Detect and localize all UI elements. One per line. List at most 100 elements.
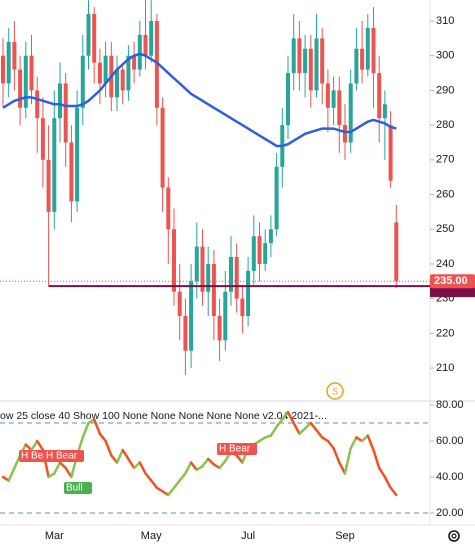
candle-body (274, 166, 279, 230)
candle-body (360, 48, 365, 70)
last-price-label: 235.00 (434, 275, 468, 287)
candle-body (143, 34, 148, 56)
indicator-segment (349, 436, 358, 450)
candle-body (223, 291, 228, 341)
candle-body (172, 229, 176, 292)
indicator-segment (167, 486, 176, 497)
candle-body (29, 55, 34, 91)
indicator-segment (201, 457, 210, 468)
candle-body (149, 20, 154, 56)
candle-body (120, 69, 125, 91)
indicator-segment (343, 446, 352, 475)
candle-body (257, 236, 262, 264)
indicator-segment (377, 466, 387, 479)
x-tick-label: Mar (45, 530, 64, 542)
indicator-segment (366, 434, 375, 452)
candle-body (251, 236, 256, 271)
candle-body (115, 69, 119, 98)
candle-body (86, 14, 91, 56)
indicator-segment (218, 459, 227, 470)
gear-ring (448, 530, 460, 542)
indicator-segment (110, 454, 119, 464)
candle-body (200, 246, 205, 292)
indicator-segment (178, 472, 187, 482)
indicator-segment (303, 421, 313, 430)
annotation-box (64, 482, 92, 494)
y-tick-label: 210 (436, 362, 454, 374)
candle-body (217, 316, 222, 341)
indicator-segment (309, 421, 318, 432)
x-tick-label: May (141, 530, 162, 542)
gear-hub (451, 533, 457, 539)
candle-body (63, 83, 68, 143)
indicator-segment (235, 454, 244, 464)
annotation-box (217, 443, 257, 455)
annotation-label: H Bear (21, 451, 53, 462)
indicator-segment (372, 448, 381, 470)
indicator-segment (292, 421, 301, 436)
candle-body (75, 107, 80, 202)
candle-body (92, 14, 97, 63)
indicator-segment (315, 428, 324, 439)
candle-body (97, 62, 102, 84)
candle-body (354, 48, 359, 84)
y-tick-label: 250 (436, 223, 454, 235)
indicator-segment (115, 448, 124, 464)
candle-body (177, 291, 182, 317)
candle-body (246, 270, 251, 317)
candle-body (58, 83, 62, 119)
candle-body (189, 281, 194, 351)
candle-body (388, 125, 393, 181)
indicator-segment (206, 457, 216, 466)
indicator-segment (53, 461, 62, 475)
indicator-segment (35, 439, 45, 452)
y-tick-label: 270 (436, 154, 454, 166)
indicator-segment (127, 457, 136, 470)
candle-body (183, 316, 188, 351)
event-marker (326, 382, 344, 400)
annotation-label: H Bear (219, 444, 251, 455)
candle-body (132, 55, 137, 70)
candle-body (348, 83, 353, 143)
candle-body (40, 118, 45, 160)
y-tick-label: 300 (436, 50, 454, 62)
indicator-segment (149, 479, 159, 490)
candle-body (343, 125, 347, 143)
candle-body (286, 73, 290, 126)
candle-body (6, 41, 11, 84)
candle-body (331, 90, 336, 108)
candle-body (263, 243, 268, 264)
candle-body (103, 55, 108, 84)
candle-body (46, 159, 51, 212)
y-tick-label: 260 (436, 188, 454, 200)
indicator-segment (172, 479, 181, 490)
candle-body (268, 229, 273, 244)
candle-body (206, 263, 211, 292)
candle-body (325, 83, 330, 108)
moving-average (2, 52, 397, 148)
y-tick-label: 290 (436, 84, 454, 96)
y-tick-label: 20.00 (436, 507, 464, 519)
candle-body (35, 90, 40, 119)
candle-body (12, 41, 17, 70)
candle-body (240, 298, 245, 317)
indicator-segment (7, 466, 16, 482)
last-price-box (430, 274, 475, 289)
candle-body (291, 38, 296, 74)
settings-icon[interactable] (448, 530, 460, 542)
indicator-segment (298, 427, 307, 436)
indicator-segment (189, 461, 199, 472)
indicator-segment (383, 475, 392, 490)
y-tick-label: 60.00 (436, 435, 464, 447)
indicator-segment (132, 461, 142, 470)
annotation-label: H Bear (46, 451, 78, 462)
x-tick-label: Sep (335, 530, 355, 542)
candle-body (23, 55, 28, 108)
candle-body (18, 69, 23, 108)
candle-body (126, 55, 131, 91)
candle-body (303, 48, 308, 74)
x-tick-label: Jul (241, 530, 255, 542)
indicator-segment (326, 439, 335, 450)
candle-body (211, 263, 216, 317)
